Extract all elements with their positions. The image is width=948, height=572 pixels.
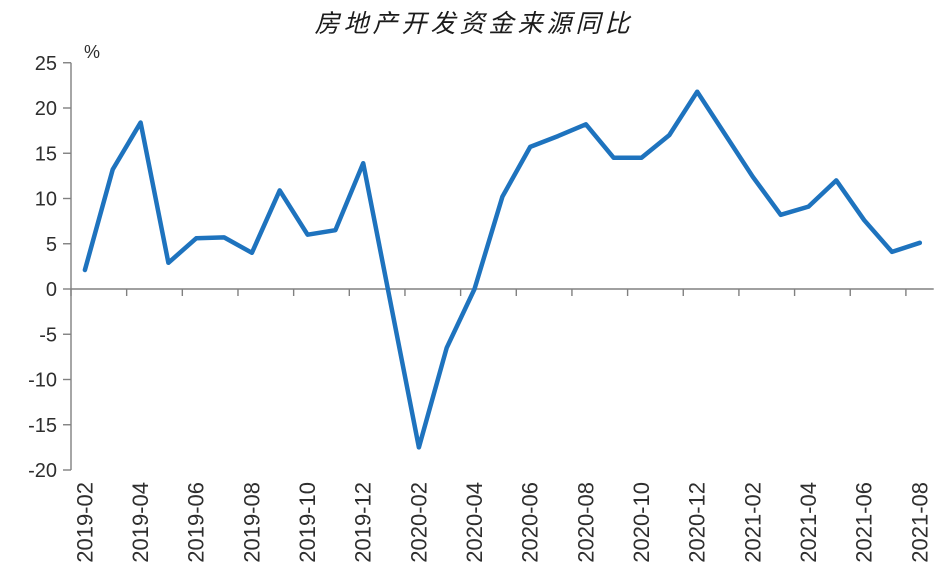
x-tick-label: 2019-06 [184,482,209,563]
x-tick-label: 2020-06 [518,482,543,563]
y-tick-label: 15 [35,143,57,165]
y-tick-label: 10 [35,189,57,211]
y-tick-label: 5 [46,234,57,256]
y-tick-label: -5 [39,324,57,346]
chart-title: 房地产开发资金来源同比 [314,9,634,38]
x-tick-label: 2020-10 [629,482,654,563]
x-tick-label: 2021-06 [852,482,877,563]
y-tick-label: -10 [28,370,57,392]
x-tick-label: 2020-04 [462,482,487,563]
x-tick-label: 2019-02 [72,482,97,563]
yoy-data-line [82,89,923,450]
y-tick-label: 20 [35,98,57,120]
y-tick-label: -15 [28,415,57,437]
x-tick-label: 2019-12 [351,482,376,563]
x-tick-label: 2019-08 [239,482,264,563]
y-tick-label: -20 [28,460,57,482]
y-tick-label: 0 [46,279,57,301]
x-tick-label: 2021-02 [740,482,765,563]
x-tick-label: 2021-04 [796,482,821,563]
x-tick-label: 2020-02 [406,482,431,563]
x-tick-label: 2019-10 [295,482,320,563]
y-tick-label: 25 [35,53,57,75]
y-axis-unit-label: % [84,42,101,62]
x-tick-label: 2021-08 [907,482,932,563]
x-tick-label: 2020-12 [685,482,710,563]
x-tick-label: 2019-04 [128,482,153,563]
x-tick-label: 2020-08 [573,482,598,563]
